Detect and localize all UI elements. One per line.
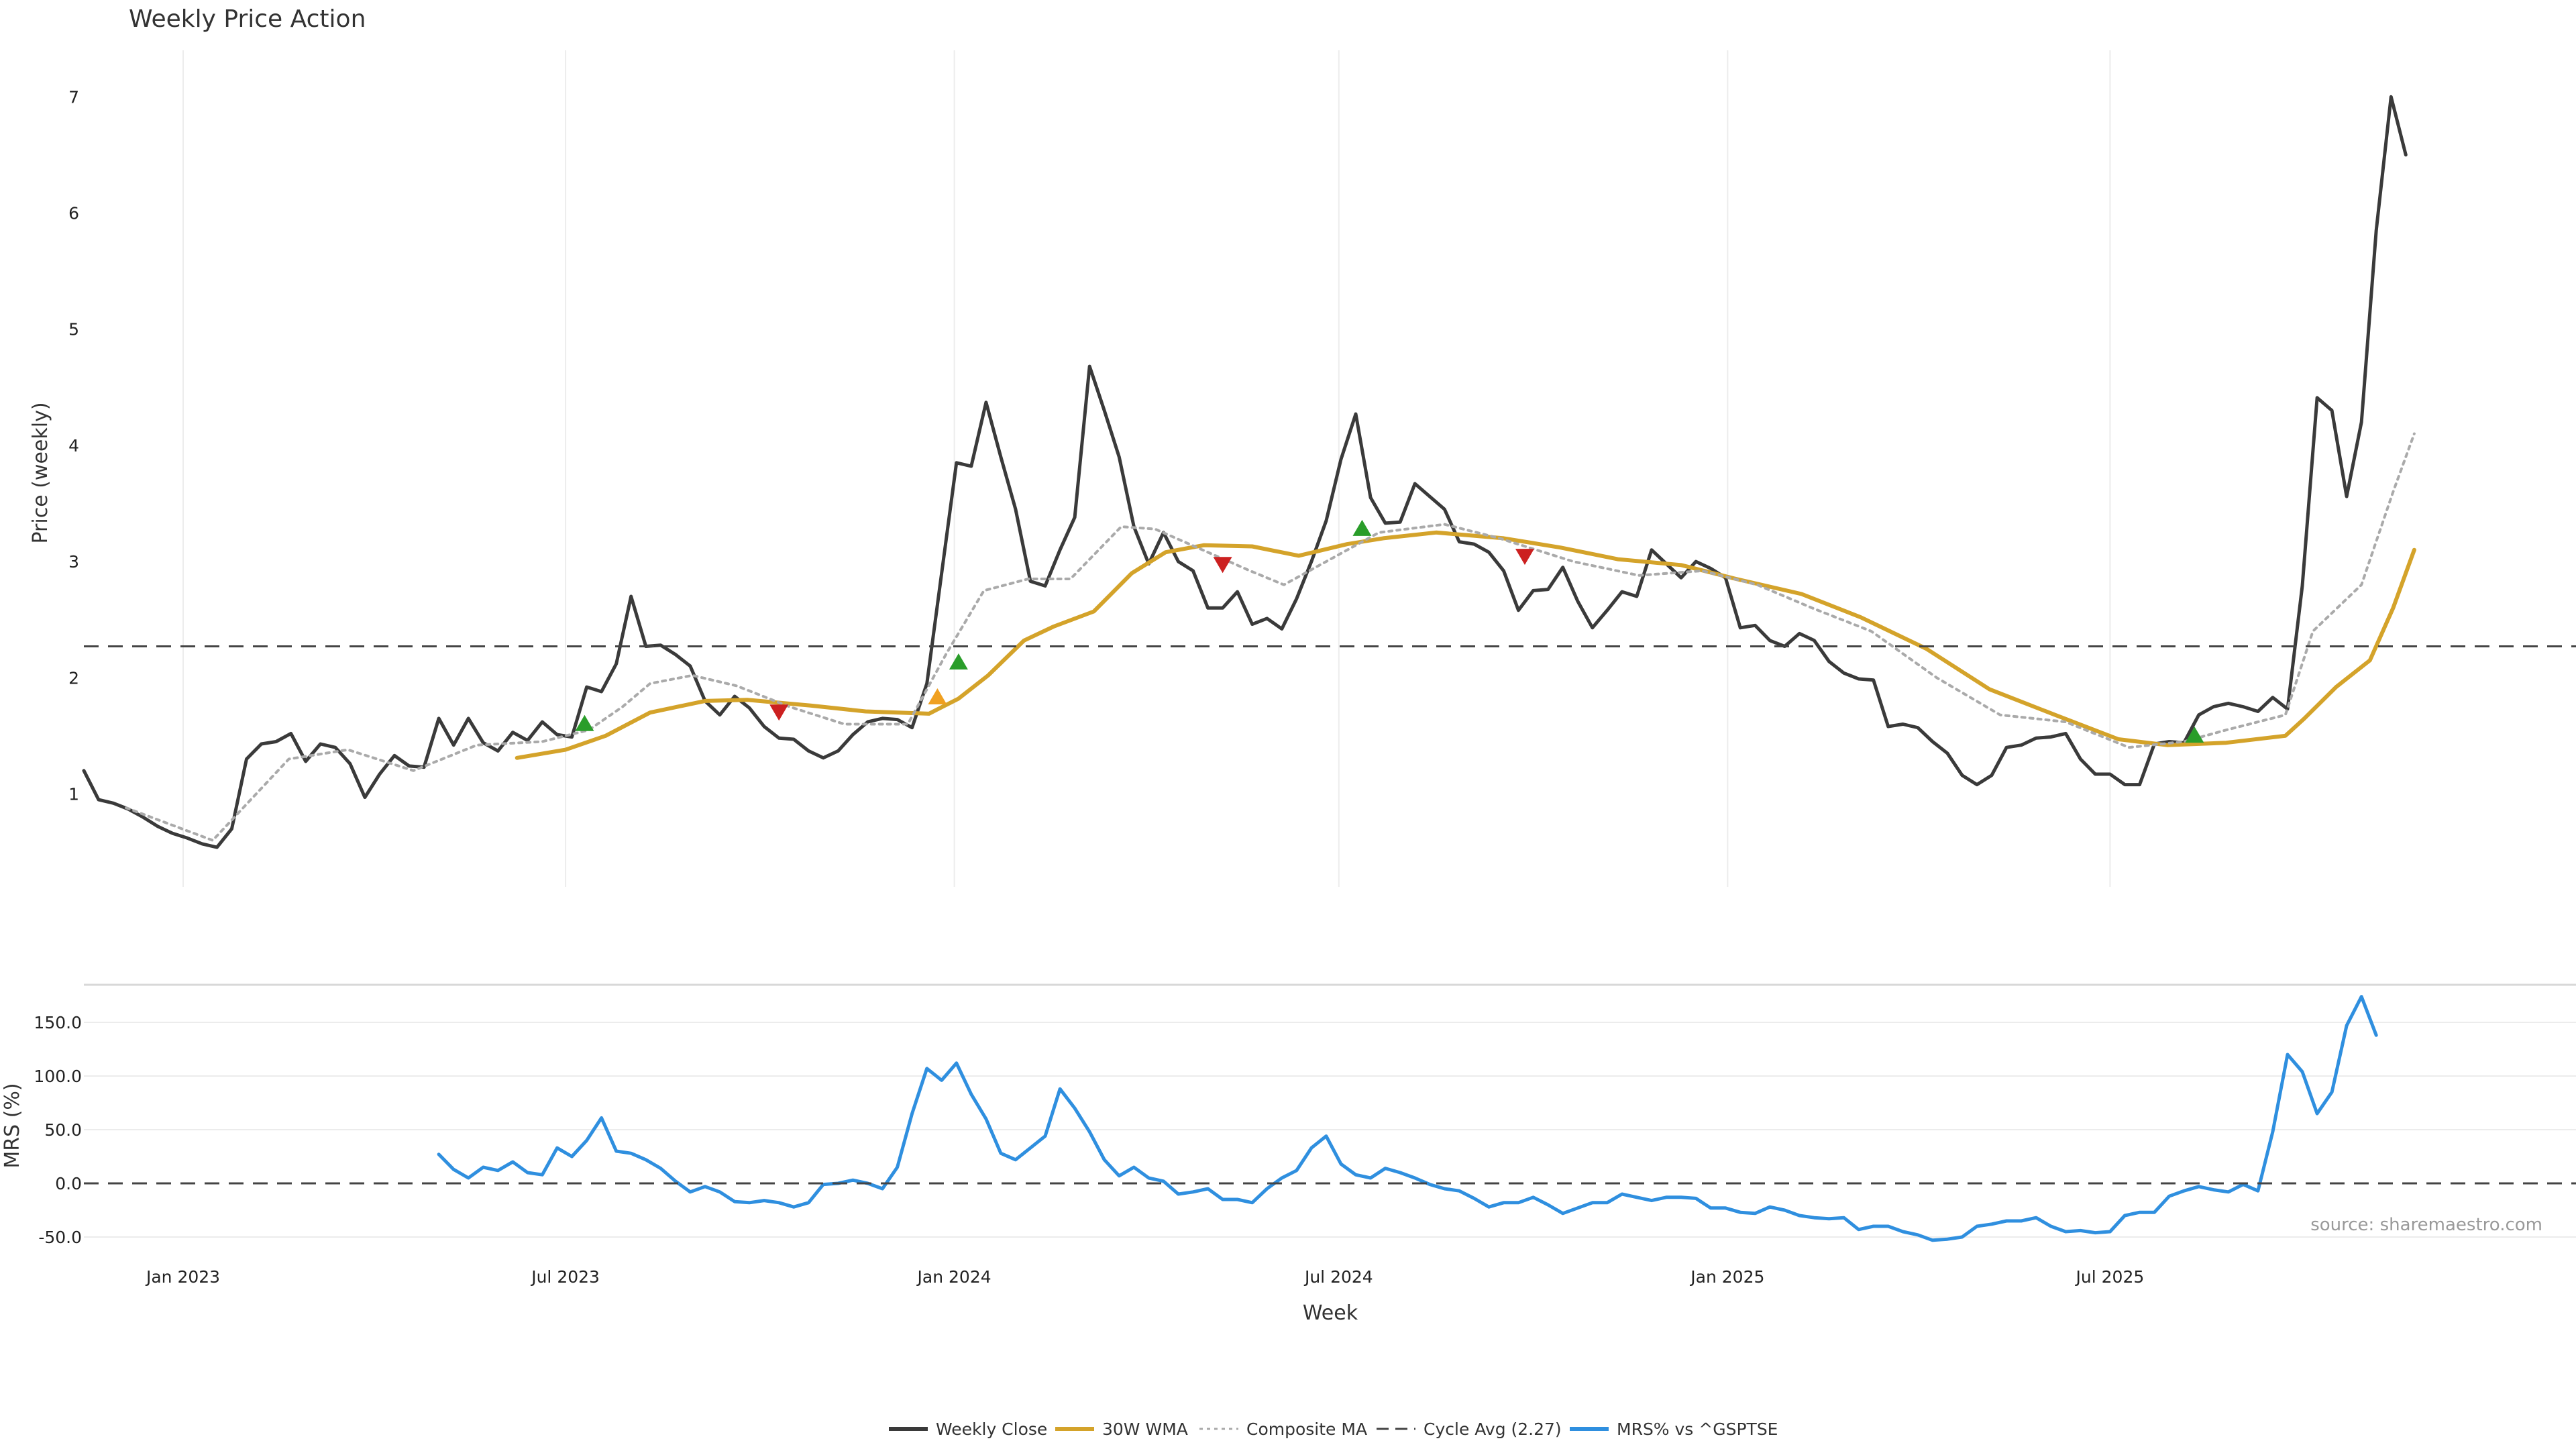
price-ytick-label: 1 [68, 784, 79, 804]
legend-label: MRS% vs ^GSPTSE [1617, 1419, 1778, 1439]
xtick-label: Jul 2025 [2075, 1267, 2145, 1287]
composite-ma-line [125, 432, 2416, 842]
sell-signal-marker [1515, 549, 1534, 566]
mrs-ytick-label: 100.0 [34, 1067, 82, 1086]
xtick-label: Jul 2023 [530, 1267, 600, 1287]
caution-signal-marker [928, 688, 947, 704]
chart-title: Weekly Price Action [129, 5, 366, 33]
xtick-label: Jan 2023 [145, 1267, 220, 1287]
mrs-ytick-label: 150.0 [34, 1013, 82, 1032]
price-ytick-label: 7 [68, 87, 79, 107]
sell-signal-marker [769, 704, 789, 721]
legend-label: Cycle Avg (2.27) [1424, 1419, 1562, 1439]
mrs-ytick-label: 0.0 [55, 1174, 82, 1193]
legend-label: Composite MA [1246, 1419, 1367, 1439]
xtick-label: Jan 2025 [1689, 1267, 1764, 1287]
xtick-label: Jan 2024 [916, 1267, 991, 1287]
legend-label: 30W WMA [1102, 1419, 1188, 1439]
buy-signal-marker [1352, 519, 1372, 536]
mrs-panel: -50.0 0.0 50.0 100.0 150.0 MRS (%) Jan 2023 Jul… [1, 983, 2576, 1325]
legend-label: Weekly Close [936, 1419, 1047, 1439]
x-axis-title: Week [1303, 1301, 1358, 1325]
buy-signal-marker [949, 653, 968, 670]
mrs-ylabel: MRS (%) [1, 1083, 24, 1168]
mrs-ytick-label: -50.0 [38, 1228, 82, 1247]
buy-signal-marker [2185, 727, 2204, 743]
price-ytick-label: 3 [68, 552, 79, 572]
price-panel: Weekly Price Action 1 2 3 4 5 6 7 Price (weekly) [29, 5, 2576, 887]
xtick-label: Jul 2024 [1303, 1267, 1373, 1287]
wma-30w-line [515, 530, 2416, 760]
price-ytick-label: 4 [68, 436, 79, 455]
price-ytick-label: 6 [68, 203, 79, 223]
mrs-line [437, 995, 2378, 1242]
source-label: source: sharemaestro.com [2310, 1215, 2542, 1235]
price-ylabel: Price (weekly) [29, 402, 52, 543]
weekly-close-line [82, 95, 2408, 849]
price-ytick-label: 5 [68, 320, 79, 339]
buy-signal-marker [575, 714, 594, 731]
mrs-ytick-label: 50.0 [44, 1120, 82, 1140]
legend: Weekly Close 30W WMA Composite MA Cycle Avg… [889, 1419, 1778, 1439]
sell-signal-marker [1213, 557, 1232, 574]
price-ytick-label: 2 [68, 668, 79, 688]
